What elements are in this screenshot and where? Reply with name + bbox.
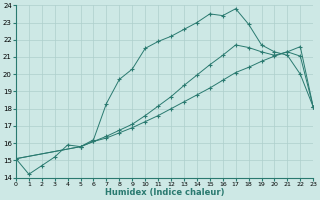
X-axis label: Humidex (Indice chaleur): Humidex (Indice chaleur): [105, 188, 224, 197]
